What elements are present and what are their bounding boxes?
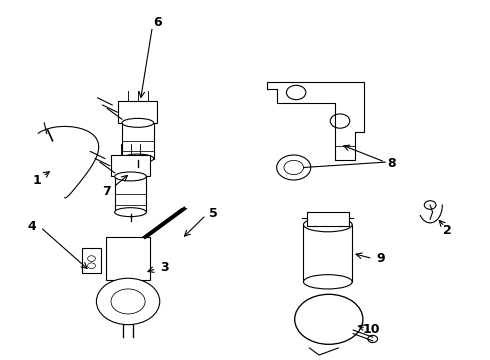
Text: 4: 4	[27, 220, 36, 233]
Ellipse shape	[122, 118, 154, 127]
Text: 3: 3	[160, 261, 169, 274]
Ellipse shape	[122, 154, 154, 163]
Text: 6: 6	[153, 16, 162, 29]
Circle shape	[97, 278, 160, 325]
Bar	[82, 248, 101, 273]
Circle shape	[277, 155, 311, 180]
Text: 7: 7	[102, 185, 111, 198]
Circle shape	[284, 160, 303, 175]
Circle shape	[424, 201, 436, 209]
Bar	[303, 225, 352, 282]
Circle shape	[368, 336, 377, 342]
Circle shape	[88, 256, 96, 261]
Text: 5: 5	[209, 207, 218, 220]
Ellipse shape	[303, 217, 352, 232]
Bar	[307, 212, 348, 226]
Bar	[111, 155, 150, 176]
Text: 2: 2	[443, 224, 452, 237]
Circle shape	[330, 114, 350, 128]
Ellipse shape	[115, 172, 147, 181]
Bar	[118, 102, 157, 123]
Circle shape	[111, 289, 145, 314]
Ellipse shape	[115, 208, 147, 217]
Text: 10: 10	[363, 323, 380, 336]
Circle shape	[287, 85, 306, 100]
Circle shape	[88, 263, 96, 269]
Bar	[115, 176, 147, 212]
Ellipse shape	[303, 275, 352, 289]
Text: 8: 8	[387, 157, 395, 170]
Bar	[122, 123, 154, 158]
Bar	[106, 237, 150, 280]
Text: 9: 9	[376, 252, 385, 265]
Text: 1: 1	[32, 174, 41, 186]
